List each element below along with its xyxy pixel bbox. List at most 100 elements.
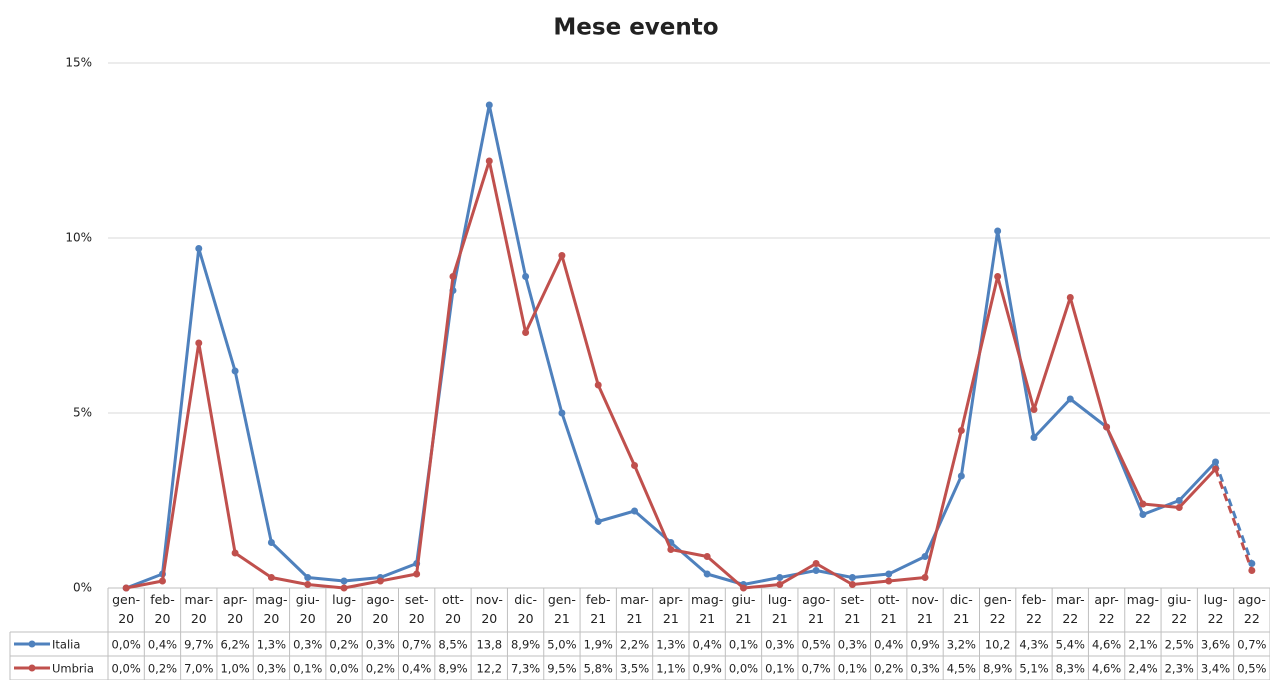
series-line-dashed	[1214, 461, 1254, 565]
point	[739, 584, 747, 592]
legend-marker	[28, 640, 36, 648]
point	[231, 367, 239, 375]
data-label: 0,0%	[112, 662, 141, 676]
data-label: 10,2	[985, 638, 1011, 652]
point	[195, 339, 203, 347]
data-label: 8,3%	[1056, 662, 1085, 676]
point	[1066, 395, 1074, 403]
data-label: 0,0%	[729, 662, 758, 676]
legend-label: Umbria	[52, 662, 94, 676]
x-tick-label: dic-21	[949, 592, 973, 626]
x-tick-label: lug-21	[767, 592, 792, 626]
point	[340, 577, 348, 585]
x-tick-label: giu-22	[1167, 592, 1192, 626]
point	[1175, 497, 1183, 504]
point	[413, 570, 421, 578]
y-tick-label: 0%	[73, 581, 92, 595]
data-label: 0,1%	[729, 638, 758, 652]
point	[921, 574, 929, 581]
point	[776, 574, 784, 581]
point	[304, 574, 312, 581]
data-label: 2,2%	[620, 638, 649, 652]
point	[994, 227, 1002, 235]
x-tick-label: ago-22	[1237, 592, 1266, 626]
data-label: 2,4%	[1128, 662, 1157, 676]
data-label: 3,6%	[1201, 638, 1230, 652]
x-tick-label: lug-22	[1203, 592, 1228, 626]
x-tick-label: mag-21	[691, 592, 724, 626]
point	[1175, 504, 1183, 511]
point	[522, 273, 530, 280]
point	[885, 570, 893, 578]
data-label: 0,5%	[1237, 662, 1266, 676]
data-label: 8,9%	[511, 638, 540, 652]
data-label: 0,2%	[148, 662, 177, 676]
x-tick-label: feb-21	[585, 592, 611, 626]
data-label: 0,7%	[801, 662, 830, 676]
data-label: 0,3%	[366, 638, 395, 652]
point	[594, 518, 602, 525]
point	[776, 581, 784, 588]
data-label: 0,4%	[402, 662, 431, 676]
data-label: 7,3%	[511, 662, 540, 676]
data-label: 0,3%	[910, 662, 939, 676]
point	[1139, 500, 1147, 508]
data-label: 8,9%	[438, 662, 467, 676]
point	[594, 381, 602, 389]
x-tick-label: feb-20	[150, 592, 175, 626]
y-tick-label: 10%	[65, 231, 92, 245]
point	[1139, 511, 1147, 518]
data-label: 9,5%	[547, 662, 576, 676]
x-tick-label: mar-20	[184, 592, 214, 626]
x-tick-label: apr-22	[1094, 592, 1119, 626]
data-label: 3,4%	[1201, 662, 1230, 676]
data-label: 13,8	[476, 638, 502, 652]
data-label: 0,7%	[402, 638, 431, 652]
point	[267, 539, 275, 546]
data-label: 0,9%	[693, 662, 722, 676]
point	[885, 577, 893, 585]
point	[957, 427, 965, 434]
data-label: 5,8%	[584, 662, 613, 676]
x-tick-label: giu-21	[731, 592, 756, 626]
legend-label: Italia	[52, 638, 80, 652]
series-line-dashed	[1214, 468, 1254, 572]
x-tick-label: ago-20	[366, 592, 395, 626]
point	[848, 581, 856, 588]
x-tick-label: gen-22	[983, 592, 1012, 626]
point	[921, 553, 929, 560]
point	[631, 462, 639, 469]
point	[122, 584, 130, 592]
point	[558, 252, 566, 259]
point	[195, 245, 203, 252]
point	[485, 157, 493, 165]
data-label: 0,1%	[293, 662, 322, 676]
point	[1212, 458, 1220, 466]
point	[231, 549, 239, 557]
data-label: 4,5%	[947, 662, 976, 676]
point	[957, 472, 965, 480]
data-label: 0,1%	[765, 662, 794, 676]
data-label: 4,3%	[1019, 638, 1048, 652]
data-label: 4,6%	[1092, 662, 1121, 676]
data-label: 0,3%	[765, 638, 794, 652]
data-label: 4,6%	[1092, 638, 1121, 652]
data-label: 6,2%	[220, 638, 249, 652]
data-label: 0,2%	[874, 662, 903, 676]
data-label: 3,2%	[947, 638, 976, 652]
data-label: 0,7%	[1237, 638, 1266, 652]
x-tick-label: apr-20	[222, 592, 248, 626]
x-tick-label: ott-20	[441, 592, 464, 626]
point	[812, 567, 820, 574]
data-label: 0,4%	[874, 638, 903, 652]
data-label: 0,1%	[838, 662, 867, 676]
data-label: 7,0%	[184, 662, 213, 676]
data-label: 5,1%	[1019, 662, 1048, 676]
data-label: 0,2%	[366, 662, 395, 676]
point	[703, 570, 711, 578]
data-label: 2,3%	[1165, 662, 1194, 676]
point	[158, 577, 166, 585]
x-tick-label: dic-20	[514, 592, 537, 626]
